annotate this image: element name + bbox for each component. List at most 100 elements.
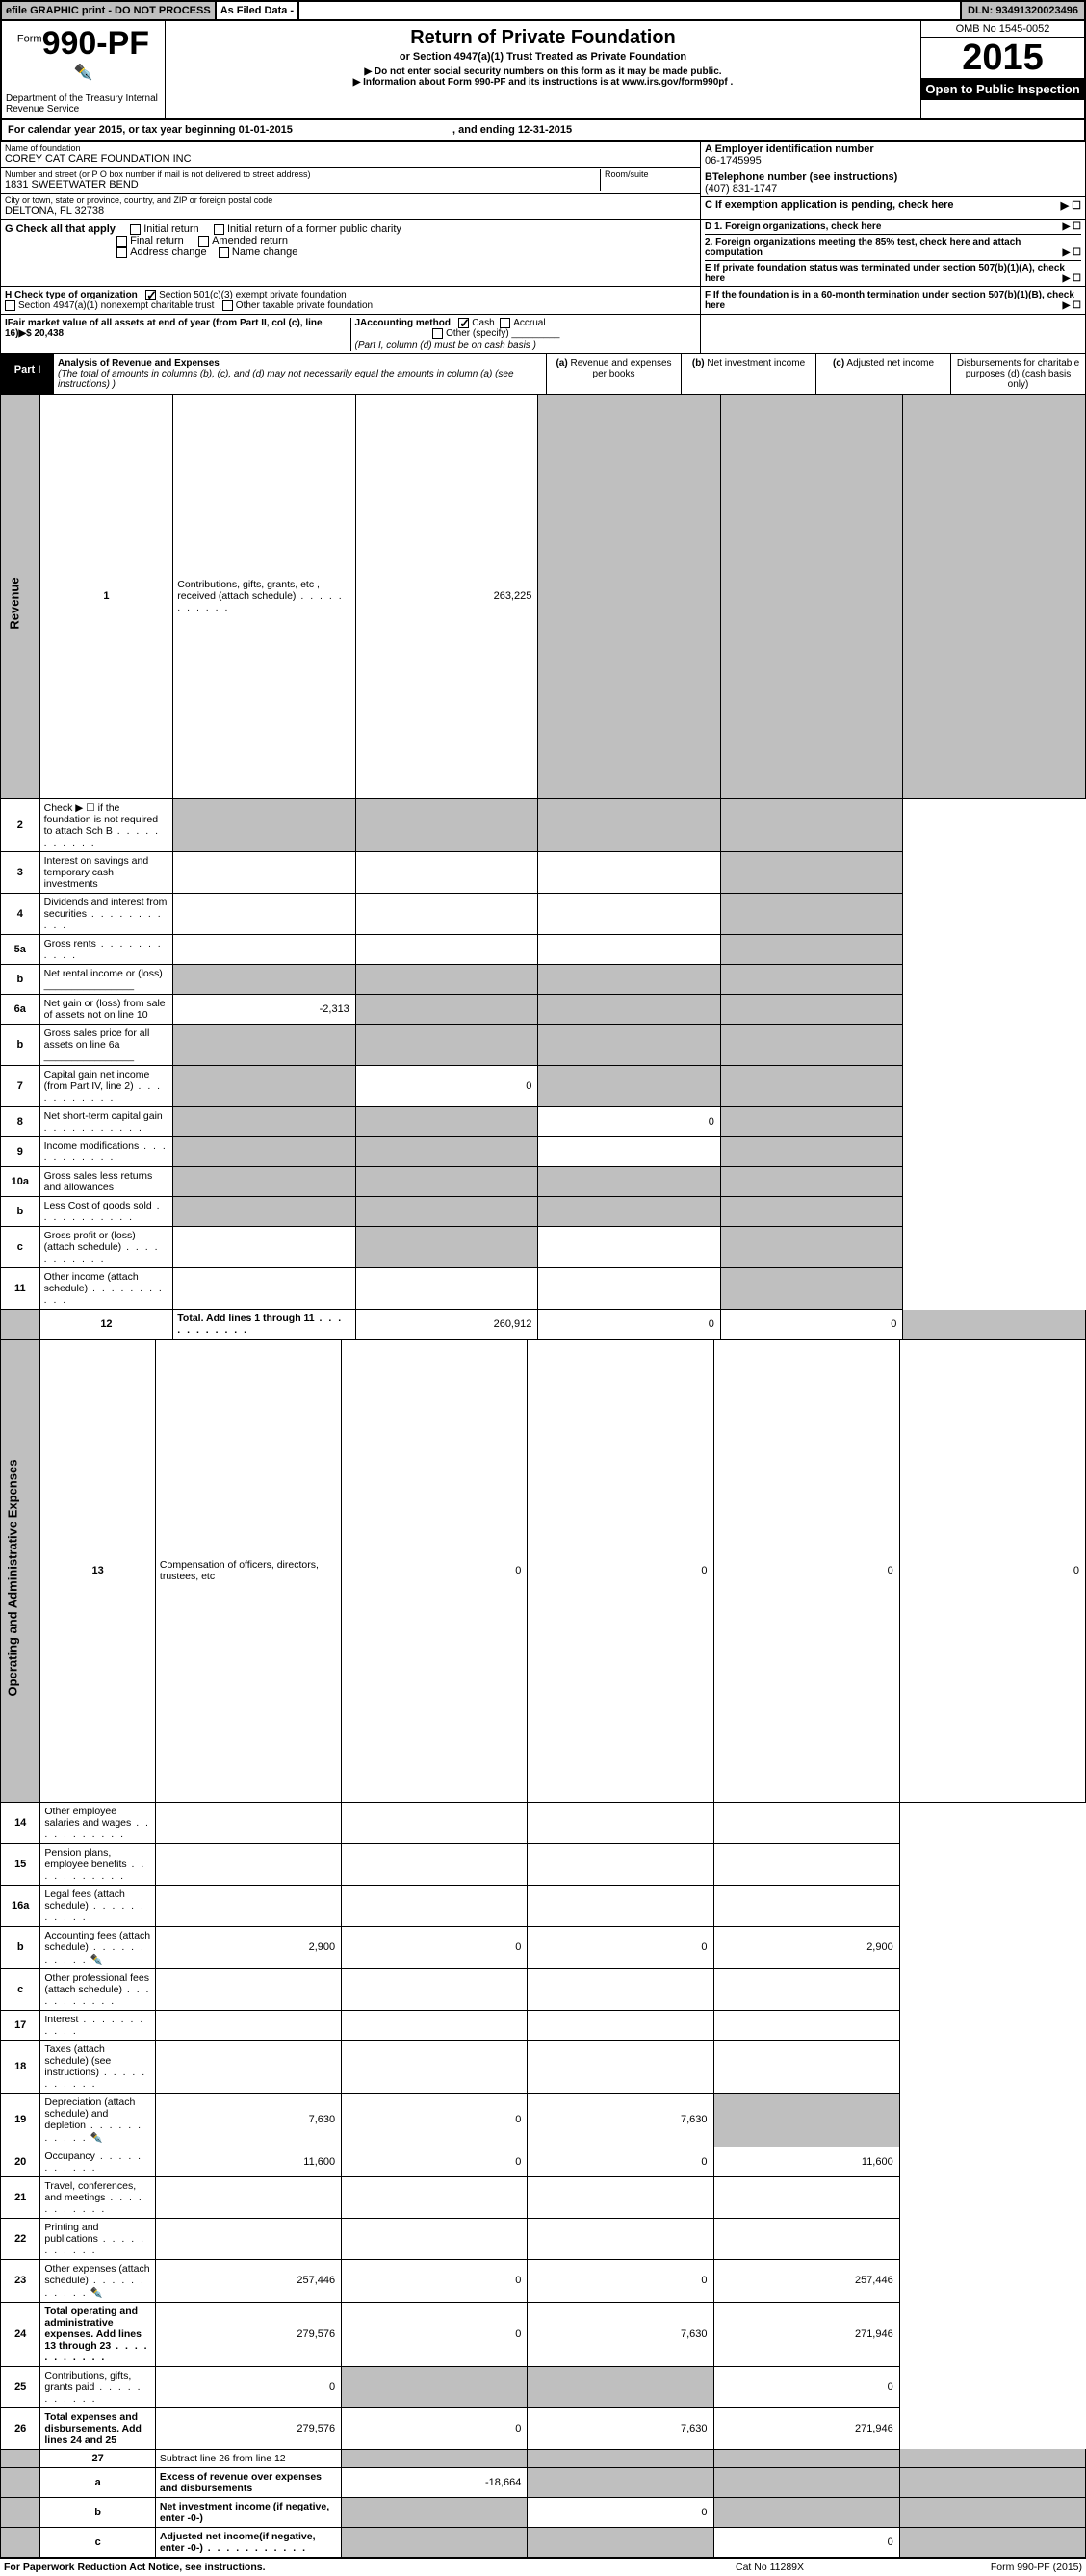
room-label: Room/suite <box>605 169 696 179</box>
final-return-checkbox[interactable] <box>116 236 127 247</box>
line2-desc: Check ▶ ☐ if the foundation is not requi… <box>44 802 160 848</box>
h-label: H Check type of organization <box>5 290 138 300</box>
line16c-desc: Other professional fees (attach schedule… <box>44 1972 150 2007</box>
form-footer: Form 990-PF (2015) <box>909 2562 1082 2573</box>
line18-desc: Taxes (attach schedule) (see instruction… <box>44 2043 146 2090</box>
line22-desc: Printing and publications <box>44 2222 145 2256</box>
line7-desc: Capital gain net income (from Part IV, l… <box>44 1069 163 1104</box>
line13-desc: Compensation of officers, directors, tru… <box>155 1340 341 1802</box>
part1-subtitle: (The total of amounts in columns (b), (c… <box>58 369 514 390</box>
line12-c: 0 <box>720 1310 903 1340</box>
tel-label: BTelephone number (see instructions) <box>705 171 897 183</box>
line8-desc: Net short-term capital gain <box>44 1110 163 1133</box>
foundation-name: COREY CAT CARE FOUNDATION INC <box>5 153 192 165</box>
4947-checkbox[interactable] <box>5 300 15 311</box>
i-fmv-label: IFair market value of all assets at end … <box>5 318 323 339</box>
city: DELTONA, FL 32738 <box>5 205 104 217</box>
initial-former-checkbox[interactable] <box>214 224 224 235</box>
city-label: City or town, state or province, country… <box>5 195 696 205</box>
warn1: ▶ Do not enter social security numbers o… <box>171 66 915 77</box>
ein-label: A Employer identification number <box>705 143 874 155</box>
line25-desc: Contributions, gifts, grants paid <box>44 2370 142 2405</box>
col-d-header: Disbursements for charitable purposes (d… <box>950 354 1085 394</box>
part1-label: Part I <box>1 354 54 394</box>
accrual-checkbox[interactable] <box>500 318 510 328</box>
line12-desc: Total. Add lines 1 through 11 <box>177 1313 343 1336</box>
omb-number: OMB No 1545-0052 <box>921 21 1084 38</box>
revenue-side-label: Revenue <box>8 527 22 681</box>
calendar-begin: For calendar year 2015, or tax year begi… <box>8 124 293 136</box>
g-label: G Check all that apply <box>5 223 116 235</box>
address-label: Number and street (or P O box number if … <box>5 169 600 179</box>
attach-icon: ✒️ <box>90 2287 103 2299</box>
other-taxable-checkbox[interactable] <box>222 300 233 311</box>
line9-desc: Income modifications <box>44 1140 168 1163</box>
warn2: ▶ Information about Form 990-PF and its … <box>171 77 915 88</box>
form-subtitle: or Section 4947(a)(1) Trust Treated as P… <box>171 51 915 63</box>
address: 1831 SWEETWATER BEND <box>5 179 139 191</box>
line15-desc: Pension plans, employee benefits <box>44 1847 145 1882</box>
line7-b: 0 <box>355 1066 538 1107</box>
form-number: Form990-PF <box>6 25 161 63</box>
line10a-desc: Gross sales less returns and allowances <box>39 1167 173 1197</box>
calendar-end: , and ending 12-31-2015 <box>452 124 572 136</box>
line10c-desc: Gross profit or (loss) (attach schedule) <box>44 1230 160 1264</box>
d1-label: D 1. Foreign organizations, check here <box>705 221 881 232</box>
501c3-checkbox[interactable] <box>145 290 156 300</box>
line10b-desc: Less Cost of goods sold <box>44 1200 162 1223</box>
line6a-desc: Net gain or (loss) from sale of assets n… <box>39 995 173 1025</box>
col-a-header: Revenue and expenses per books <box>570 358 671 379</box>
line8-c: 0 <box>538 1107 721 1137</box>
attach-icon: ✒️ <box>90 2132 103 2144</box>
attach-icon: ✒️ <box>90 1954 103 1965</box>
line6b-desc: Gross sales price for all assets on line… <box>39 1025 173 1066</box>
amended-return-checkbox[interactable] <box>198 236 209 247</box>
telephone: (407) 831-1747 <box>705 183 777 195</box>
line5a-desc: Gross rents <box>44 938 163 961</box>
efile-label: efile GRAPHIC print - DO NOT PROCESS <box>2 2 217 19</box>
line20-desc: Occupancy <box>44 2150 142 2173</box>
line14-desc: Other employee salaries and wages <box>44 1806 150 1840</box>
line4-desc: Dividends and interest from securities <box>44 897 168 931</box>
col-b-header: Net investment income <box>707 358 805 369</box>
line5b-desc: Net rental income or (loss) ____________… <box>39 965 173 995</box>
line21-desc: Travel, conferences, and meetings <box>44 2180 142 2215</box>
f-label: F If the foundation is in a 60-month ter… <box>705 290 1074 311</box>
j-label: JAccounting method <box>355 318 451 328</box>
line24-desc: Total operating and administrative expen… <box>44 2305 148 2363</box>
line12-b: 0 <box>538 1310 721 1340</box>
paperwork-notice: For Paperwork Reduction Act Notice, see … <box>4 2562 736 2573</box>
initial-return-checkbox[interactable] <box>130 224 141 235</box>
line27b-desc: Net investment income (if negative, ente… <box>155 2497 341 2527</box>
line17-desc: Interest <box>44 2014 144 2037</box>
cat-number: Cat No 11289X <box>736 2562 909 2573</box>
part1-note: (Part I, column (d) must be on cash basi… <box>355 340 536 351</box>
line6a-a: -2,313 <box>173 995 356 1025</box>
cash-checkbox[interactable] <box>458 318 469 328</box>
line27-desc: Subtract line 26 from line 12 <box>155 2449 341 2467</box>
line11-desc: Other income (attach schedule) <box>44 1271 164 1306</box>
line12-a: 260,912 <box>355 1310 538 1340</box>
part1-title: Analysis of Revenue and Expenses <box>58 358 220 369</box>
dln-label: DLN: 93491320023496 <box>960 2 1084 19</box>
name-change-checkbox[interactable] <box>219 247 229 258</box>
ein: 06-1745995 <box>705 155 762 167</box>
foundation-name-label: Name of foundation <box>5 143 696 153</box>
line1-desc: Contributions, gifts, grants, etc , rece… <box>177 579 343 613</box>
d2-label: 2. Foreign organizations meeting the 85%… <box>705 237 1021 258</box>
open-inspection: Open to Public Inspection <box>921 78 1084 100</box>
e-label: E If private foundation status was termi… <box>705 263 1065 284</box>
other-method-checkbox[interactable] <box>432 328 443 339</box>
line26-desc: Total expenses and disbursements. Add li… <box>40 2407 156 2449</box>
dept-label: Department of the Treasury Internal Reve… <box>6 93 161 115</box>
address-change-checkbox[interactable] <box>116 247 127 258</box>
line27a-desc: Excess of revenue over expenses and disb… <box>155 2467 341 2497</box>
col-c-header: Adjusted net income <box>846 358 934 369</box>
expenses-side-label: Operating and Administrative Expenses <box>6 1433 20 1722</box>
line3-desc: Interest on savings and temporary cash i… <box>39 852 173 894</box>
tax-year: 2015 <box>921 38 1084 78</box>
line27c-desc: Adjusted net income(if negative, enter -… <box>160 2531 316 2554</box>
form-title: Return of Private Foundation <box>171 27 915 49</box>
line16a-desc: Legal fees (attach schedule) <box>44 1888 145 1923</box>
line1-a: 263,225 <box>355 395 538 799</box>
